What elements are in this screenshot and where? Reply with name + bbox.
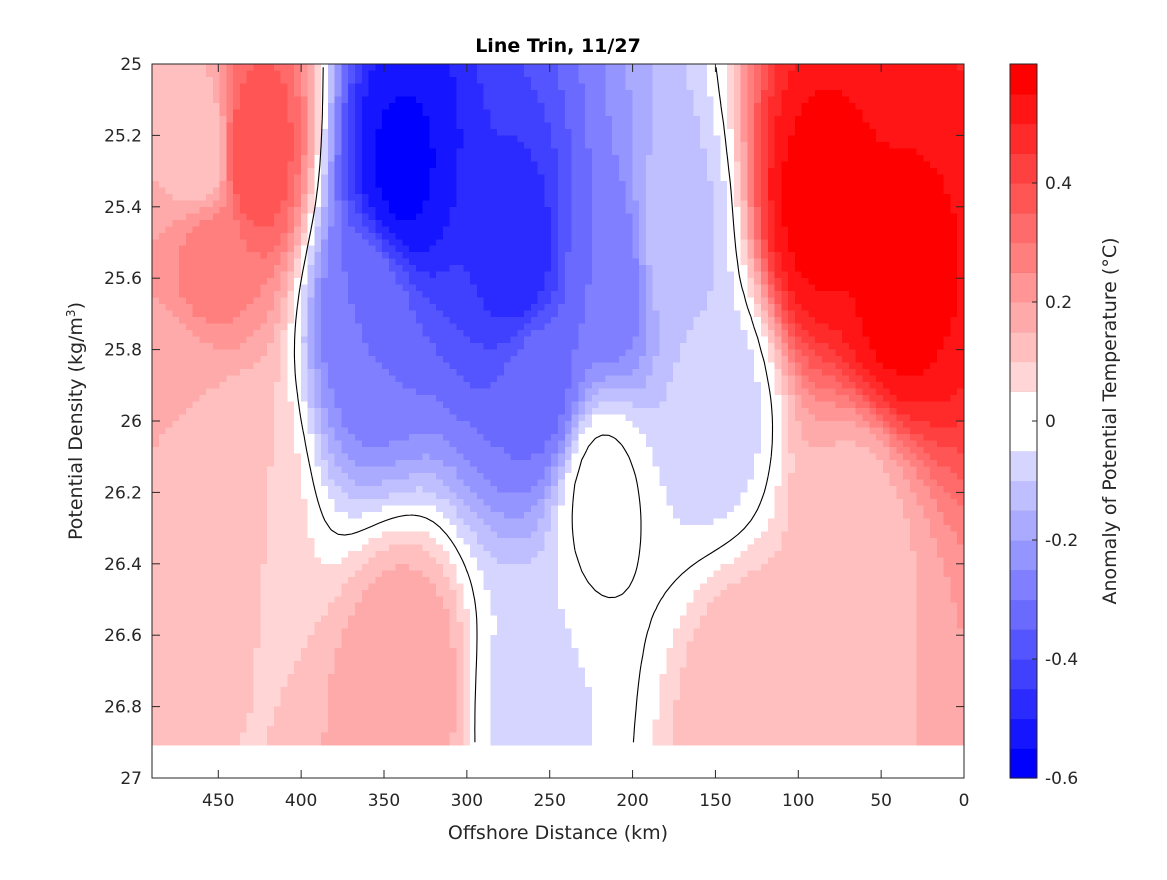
colorbar-level: [1010, 272, 1037, 303]
colorbar-tick-label: -0.2: [1045, 531, 1078, 551]
colorbar-level: [1010, 421, 1037, 452]
x-tick-label: 100: [782, 791, 814, 811]
colorbar-tick-label: -0.6: [1045, 769, 1078, 789]
colorbar-ticks: -0.6 -0.4 -0.2 0 0.2 0.4: [1032, 174, 1078, 789]
colorbar-level: [1010, 450, 1037, 482]
zero-contour: [293, 67, 774, 743]
colorbar-level: [1010, 212, 1037, 244]
colorbar-level: [1010, 659, 1037, 690]
y-tick-label: 26.4: [104, 555, 142, 575]
x-tick-label: 200: [616, 791, 648, 811]
y-tick-label: 25: [120, 55, 142, 75]
colorbar-level: [1010, 123, 1037, 154]
x-tick-label: 50: [870, 791, 892, 811]
x-tick-label: 450: [202, 791, 234, 811]
colorbar-level: [1010, 688, 1037, 720]
x-tick-label: 350: [368, 791, 400, 811]
temperature-anomaly-field: [152, 64, 964, 778]
temperature-anomaly-raster: [152, 64, 964, 778]
colorbar-level: [1010, 183, 1037, 214]
x-tick-label: 0: [959, 791, 970, 811]
colorbar: -0.6 -0.4 -0.2 0 0.2 0.4: [1009, 63, 1078, 789]
colorbar-level: [1010, 64, 1037, 95]
y-tick-label: 25.6: [104, 269, 142, 289]
colorbar-level: [1010, 153, 1037, 184]
y-tick-label: 26.8: [104, 698, 142, 718]
y-tick-label: 25.2: [104, 126, 142, 146]
y-tick-label: 26: [120, 412, 142, 432]
plot-area: 450 400 350 300 250 200 150 100 50 0 2525.225.425…: [104, 55, 969, 811]
y-tick-label: 25.8: [104, 341, 142, 361]
zero-contour-lines: [293, 67, 774, 743]
colorbar-level: [1010, 480, 1037, 511]
colorbar-tick-label: 0.4: [1045, 174, 1072, 194]
x-axis: 450 400 350 300 250 200 150 100 50 0: [202, 64, 969, 811]
colorbar-level: [1010, 361, 1037, 392]
colorbar-levels: [1010, 63, 1037, 779]
y-axis-label: Potential Density (kg/m3): [64, 302, 87, 540]
colorbar-level: [1010, 599, 1037, 630]
colorbar-level: [1010, 718, 1037, 749]
colorbar-level: [1010, 331, 1037, 363]
colorbar-tick-label: -0.4: [1045, 650, 1078, 670]
colorbar-level: [1010, 510, 1037, 541]
colorbar-level: [1010, 748, 1037, 779]
y-tick-label: 25.4: [104, 198, 142, 218]
x-tick-label: 300: [451, 791, 483, 811]
y-tick-label: 26.6: [104, 626, 142, 646]
y-axis: 25 25.2 25.4 25.6 25.8 26 26.2 26.4 26.6 26.8 27: [104, 55, 964, 789]
colorbar-level: [1010, 569, 1037, 601]
colorbar-level: [1010, 242, 1037, 273]
colorbar-level: [1010, 93, 1037, 125]
x-tick-label: 150: [699, 791, 731, 811]
colorbar-level: [1010, 629, 1037, 660]
chart-title: Line Trin, 11/27: [475, 35, 641, 57]
colorbar-level: [1010, 391, 1037, 422]
colorbar-tick-label: 0: [1045, 412, 1056, 432]
colorbar-tick-label: 0.2: [1045, 293, 1072, 313]
x-tick-label: 400: [285, 791, 317, 811]
colorbar-level: [1010, 302, 1037, 333]
x-tick-label: 250: [533, 791, 565, 811]
x-axis-label: Offshore Distance (km): [448, 822, 668, 844]
y-tick-label: 27: [120, 769, 142, 789]
y-tick-label: 26.2: [104, 483, 142, 503]
colorbar-level: [1010, 540, 1037, 571]
colorbar-label: Anomaly of Potential Temperature (°C): [1099, 238, 1121, 605]
